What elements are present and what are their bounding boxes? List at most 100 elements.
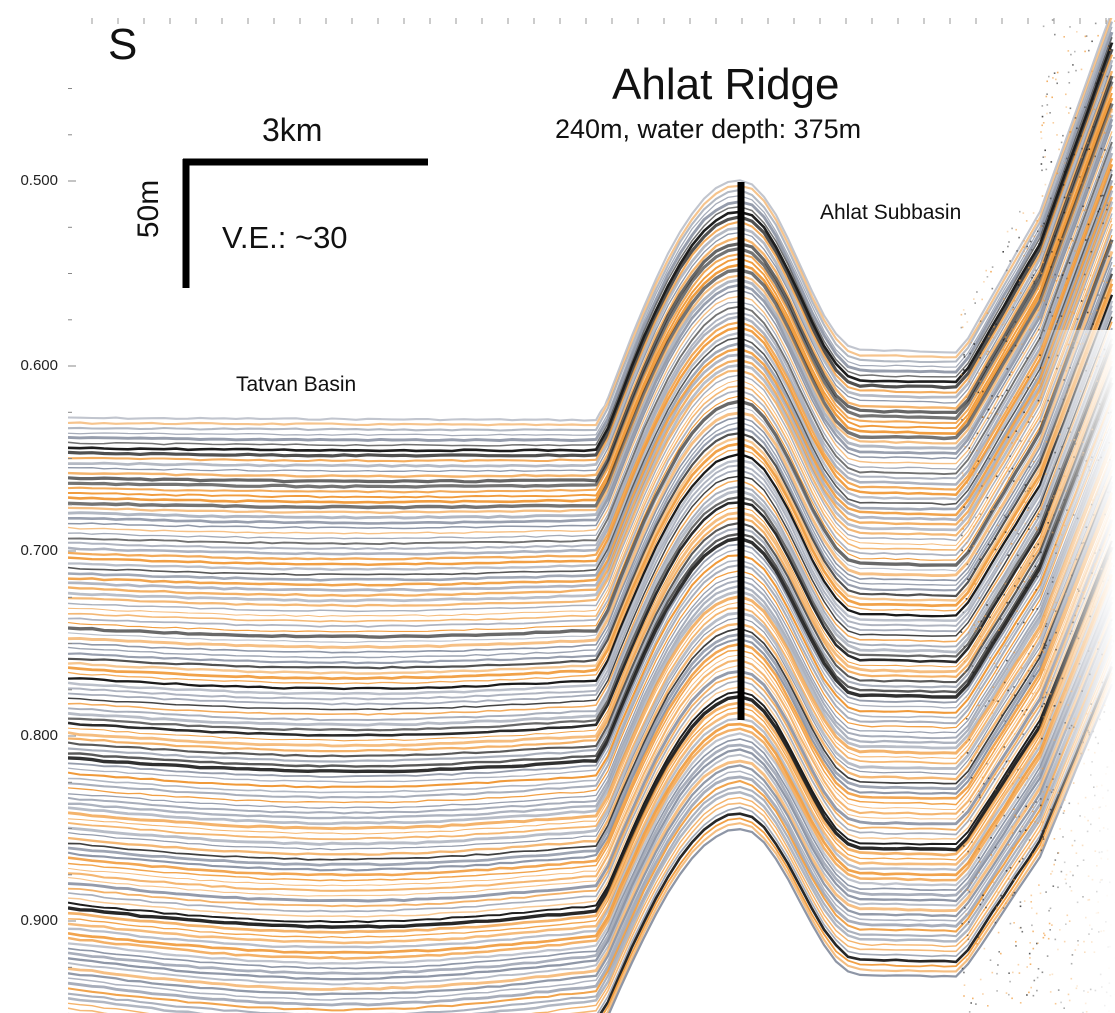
reflector-line	[68, 267, 1114, 665]
noise-speckle	[969, 929, 972, 932]
noise-speckle	[996, 906, 998, 909]
noise-speckle	[969, 352, 971, 355]
noise-speckle	[1031, 276, 1033, 279]
reflector-line	[68, 485, 1113, 872]
noise-speckle	[976, 705, 978, 707]
reflector-line	[68, 92, 1113, 499]
reflector-line	[68, 135, 1113, 540]
reflector-line	[68, 169, 1114, 571]
noise-speckle	[1014, 529, 1017, 531]
reflector-line	[68, 185, 1114, 587]
reflector-line	[68, 436, 1114, 826]
noise-speckle	[1085, 114, 1088, 117]
noise-speckle	[1042, 250, 1044, 253]
noise-speckle	[966, 934, 969, 936]
noise-speckle	[1056, 82, 1058, 85]
noise-speckle	[979, 938, 981, 940]
noise-speckle	[990, 590, 993, 592]
noise-speckle	[979, 635, 982, 638]
noise-speckle	[1111, 109, 1113, 111]
reflector-line	[608, 683, 1114, 1013]
noise-speckle	[1040, 131, 1042, 133]
reflector-line	[68, 80, 1114, 489]
noise-speckle	[1011, 731, 1013, 734]
noise-speckle	[964, 776, 966, 778]
noise-speckle	[1038, 328, 1040, 331]
noise-speckle	[990, 641, 993, 644]
noise-speckle	[966, 499, 968, 501]
noise-speckle	[1037, 543, 1039, 546]
noise-speckle	[1031, 712, 1034, 714]
noise-speckle	[1021, 930, 1024, 933]
noise-speckle	[1095, 82, 1097, 85]
reflector-line	[68, 300, 1114, 696]
noise-speckle	[1032, 645, 1034, 648]
reflector-line	[68, 196, 1114, 597]
noise-speckle	[1013, 892, 1015, 894]
noise-speckle	[994, 788, 997, 791]
noise-speckle	[978, 687, 981, 689]
noise-speckle	[1042, 25, 1045, 28]
noise-speckle	[987, 777, 990, 780]
noise-speckle	[1113, 76, 1115, 78]
noise-speckle	[1017, 438, 1019, 441]
noise-speckle	[1012, 308, 1014, 311]
noise-speckle	[1046, 104, 1049, 106]
noise-speckle	[1066, 277, 1068, 280]
noise-speckle	[1014, 814, 1016, 817]
noise-speckle	[1050, 161, 1053, 163]
noise-speckle	[1032, 994, 1035, 997]
noise-speckle	[988, 530, 990, 533]
tatvan-basin-label: Tatvan Basin	[236, 373, 357, 396]
noise-speckle	[1030, 710, 1032, 712]
noise-speckle	[1000, 811, 1002, 813]
noise-speckle	[1043, 222, 1045, 225]
noise-speckle	[1075, 69, 1077, 72]
noise-speckle	[1050, 328, 1053, 330]
reflector-line	[68, 568, 1114, 949]
noise-speckle	[971, 841, 973, 843]
noise-speckle	[962, 309, 965, 311]
noise-speckle	[1024, 784, 1027, 786]
noise-speckle	[1036, 575, 1039, 578]
noise-speckle	[1003, 746, 1006, 748]
noise-speckle	[1031, 692, 1034, 695]
seismic-reflectors	[68, 18, 1115, 1013]
noise-speckle	[999, 760, 1001, 762]
noise-speckle	[987, 350, 989, 353]
noise-speckle	[1031, 924, 1033, 927]
noise-speckle	[1091, 40, 1093, 43]
noise-speckle	[995, 323, 997, 325]
noise-speckle	[1018, 972, 1021, 974]
noise-speckle	[1006, 668, 1008, 670]
noise-speckle	[964, 313, 966, 315]
noise-speckle	[1106, 204, 1109, 206]
noise-speckle	[1039, 337, 1041, 339]
noise-speckle	[1068, 195, 1071, 198]
reflector-line	[68, 305, 1113, 701]
reflector-line	[68, 524, 1113, 908]
noise-speckle	[1021, 667, 1023, 669]
noise-speckle	[1081, 156, 1083, 158]
noise-speckle	[963, 506, 965, 508]
reflector-line	[68, 408, 1113, 799]
horizontal-scale-label: 3km	[262, 112, 323, 148]
noise-speckle	[1060, 315, 1063, 317]
noise-speckle	[1002, 767, 1005, 770]
noise-speckle	[1035, 912, 1038, 915]
noise-speckle	[1016, 704, 1018, 707]
noise-speckle	[965, 542, 968, 544]
noise-speckle	[1022, 212, 1025, 214]
noise-speckle	[980, 341, 983, 344]
noise-speckle	[1024, 484, 1027, 486]
reflector-line	[68, 256, 1113, 654]
noise-speckle	[1106, 75, 1109, 78]
noise-speckle	[1045, 168, 1048, 171]
noise-speckle	[1109, 115, 1112, 118]
noise-speckle	[1063, 211, 1066, 214]
reflector-line	[68, 447, 1113, 835]
noise-speckle	[960, 326, 963, 329]
reflector-line	[68, 250, 1114, 650]
noise-speckle	[981, 298, 983, 301]
noise-speckle	[1020, 926, 1022, 929]
